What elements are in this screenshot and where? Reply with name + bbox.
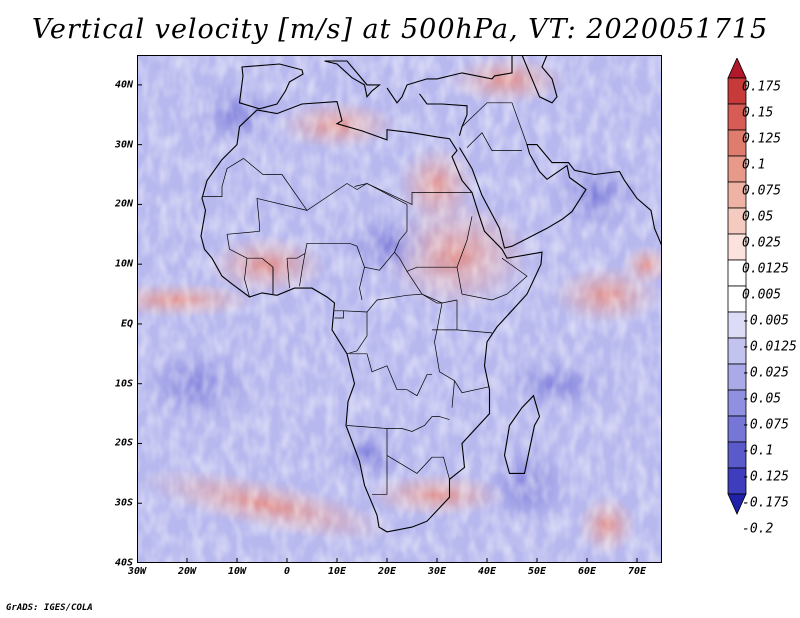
arabia-coast xyxy=(459,144,662,249)
colorbar-label: -0.075 xyxy=(742,417,789,433)
country-border xyxy=(226,197,308,235)
colorbar-label: -0.0125 xyxy=(742,339,797,355)
lat-tick-label: 20S xyxy=(114,437,133,449)
country-border xyxy=(244,258,250,298)
lat-tick-label: 10N xyxy=(114,258,133,270)
country-border xyxy=(287,242,365,301)
lat-tick-label: 40S xyxy=(114,557,133,569)
colorbar-label: 0.1 xyxy=(742,157,766,173)
noise-texture xyxy=(137,55,662,563)
country-border xyxy=(366,293,455,408)
country-border xyxy=(461,102,528,145)
colorbar-label: 0.125 xyxy=(742,131,782,147)
lon-tick-label: 70E xyxy=(627,566,647,577)
lat-tick-label: 30S xyxy=(114,497,133,509)
lon-tick-label: 40E xyxy=(477,566,497,577)
colorbar-label: 0.175 xyxy=(742,79,782,95)
colorbar-label: -0.175 xyxy=(742,495,789,511)
lon-tick-label: 0 xyxy=(283,566,291,577)
lon-tick-label: 30W xyxy=(127,566,147,577)
country-border xyxy=(286,258,290,289)
country-border xyxy=(466,132,522,151)
colorbar-label: -0.05 xyxy=(742,391,782,407)
colorbar-top-arrow xyxy=(727,58,747,79)
lat-tick-label: 10S xyxy=(114,378,133,390)
country-border xyxy=(346,416,450,432)
africa-outline xyxy=(200,101,543,533)
colorbar-label: 0.0125 xyxy=(742,261,789,277)
colorbar-label: 0.025 xyxy=(742,235,782,251)
colorbar-bottom-arrow xyxy=(727,493,747,515)
turkey-coast xyxy=(386,55,513,104)
lat-tick-label: 30N xyxy=(114,139,133,151)
colorbar-label: 0.005 xyxy=(742,287,782,303)
country-border xyxy=(386,455,450,480)
country-border xyxy=(456,257,528,301)
lon-tick-label: 20W xyxy=(177,566,197,577)
country-border xyxy=(334,310,344,319)
country-border xyxy=(202,158,244,197)
colorbar-label: 0.075 xyxy=(742,183,782,199)
country-border xyxy=(364,251,395,271)
country-border xyxy=(406,216,473,272)
caspian-coast xyxy=(521,55,558,104)
map-panel xyxy=(137,55,662,563)
country-border xyxy=(349,353,432,397)
colorbar-label: -0.025 xyxy=(742,365,789,381)
lon-tick-label: 10E xyxy=(327,566,347,577)
colorbar-label: 0.15 xyxy=(742,105,774,121)
lat-tick-label: EQ xyxy=(120,318,133,330)
lon-tick-label: 20E xyxy=(377,566,397,577)
country-border xyxy=(454,380,490,394)
vertical-velocity-map xyxy=(137,55,662,563)
lon-tick-label: 30E xyxy=(427,566,447,577)
colorbar-label: -0.005 xyxy=(742,313,789,329)
map-frame xyxy=(137,55,662,563)
colorbar-label: 0.05 xyxy=(742,209,774,225)
italy-coast xyxy=(324,60,382,99)
lon-tick-label: 60E xyxy=(577,566,597,577)
country-border xyxy=(343,310,368,355)
country-border xyxy=(243,158,472,211)
lon-tick-label: 50E xyxy=(527,566,547,577)
africa-coastline xyxy=(200,55,662,533)
lat-tick-label: 20N xyxy=(114,198,133,210)
chart-title: Vertical velocity [m/s] at 500hPa, VT: 2… xyxy=(31,14,769,45)
lat-tick-label: 40N xyxy=(114,79,133,91)
iberia-coast xyxy=(238,63,304,110)
colorbar-label: -0.1 xyxy=(742,443,774,459)
colorbar-label: -0.125 xyxy=(742,469,789,485)
country-border xyxy=(372,428,388,495)
madagascar-outline xyxy=(503,394,541,474)
colorbar xyxy=(727,58,747,515)
country-border xyxy=(299,253,306,287)
credit-label: GrADS: IGES/COLA xyxy=(6,603,93,613)
country-borders xyxy=(202,102,528,495)
colorbar-label: -0.2 xyxy=(742,521,774,537)
lon-tick-label: 10W xyxy=(227,566,247,577)
